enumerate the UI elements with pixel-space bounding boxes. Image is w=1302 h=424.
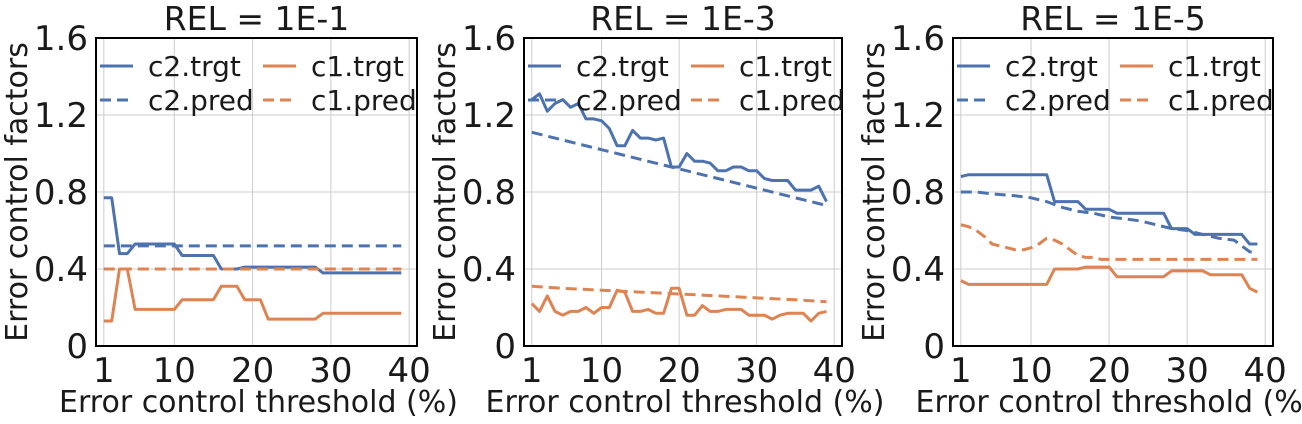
y-tick-label: 1.6 (891, 19, 945, 59)
y-tick-label: 0.4 (34, 250, 88, 290)
series-line-c2-pred (960, 190, 1258, 256)
legend-label: c2.trgt (576, 50, 669, 83)
y-axis-label: Error control factors (0, 42, 35, 342)
y-tick-label: 0.4 (891, 250, 945, 290)
y-tick-label: 0 (923, 327, 945, 367)
chart-title: REL = 1E-1 (164, 0, 350, 38)
series-line-c1-pred (531, 284, 827, 304)
series-line-c1-trgt (530, 286, 827, 323)
y-tick-label: 1.6 (34, 19, 88, 59)
series-line-c2-trgt (530, 92, 828, 203)
legend-label: c2.pred (1005, 84, 1111, 117)
chart-panel-2: 1 10 20 30 40 0 0.4 0.8 1.2 1.6 REL = 1E-3 Error co… (428, 0, 884, 420)
legend-label: c2.trgt (148, 50, 241, 83)
x-tick-label: 30 (1166, 351, 1209, 391)
legend-label: c2.trgt (1005, 50, 1098, 83)
x-tick-label: 30 (309, 351, 352, 391)
legend-label: c1.trgt (739, 50, 832, 83)
y-axis-label: Error control factors (857, 42, 892, 342)
legend-label: c1.pred (311, 84, 417, 117)
legend: c2.trgt c1.trgt c2.pred c1.pred (100, 50, 417, 117)
chart-panel-1: 1 10 20 30 40 0 0.4 0.8 1.2 1.6 REL = 1E-1 Error co… (0, 0, 458, 420)
series-line-c2-trgt (960, 173, 1258, 246)
y-tick-label: 0.4 (462, 250, 516, 290)
plot-frame (952, 37, 1274, 347)
plot-frame (95, 37, 418, 347)
chart-title: REL = 1E-5 (1020, 0, 1206, 38)
y-tick-label: 0.8 (34, 173, 88, 213)
y-tick-label: 0.8 (462, 173, 516, 213)
x-tick-label: 20 (657, 351, 700, 391)
y-tick-label: 1.2 (891, 96, 945, 136)
x-tick-label: 1 (521, 351, 543, 391)
x-axis-label: Error control threshold (%) (486, 385, 885, 420)
series-line-c2-pred (531, 130, 827, 207)
x-tick-label: 10 (1009, 351, 1052, 391)
legend-label: c1.trgt (1168, 50, 1261, 83)
x-tick-label: 20 (1087, 351, 1130, 391)
x-tick-label: 20 (231, 351, 274, 391)
x-axis-label: Error control threshold (%) (916, 385, 1302, 420)
plot-frame (523, 37, 843, 347)
x-tick-label: 10 (580, 351, 623, 391)
series-line-c2-trgt (103, 196, 402, 275)
y-tick-label: 1.6 (462, 19, 516, 59)
legend-label: c2.pred (576, 84, 682, 117)
legend-label: c1.trgt (311, 50, 404, 83)
chart-title: REL = 1E-3 (590, 0, 776, 38)
y-tick-label: 0 (494, 327, 516, 367)
y-axis-label: Error control factors (428, 42, 463, 342)
series-line-c1-trgt (103, 267, 402, 323)
y-tick-label: 0.8 (891, 173, 945, 213)
series-line-c1-trgt (960, 265, 1259, 294)
y-tick-label: 1.2 (462, 96, 516, 136)
x-axis-label: Error control threshold (%) (59, 385, 458, 420)
y-tick-label: 0 (66, 327, 88, 367)
x-tick-label: 40 (813, 351, 856, 391)
x-tick-label: 40 (388, 351, 431, 391)
x-tick-label: 40 (1244, 351, 1287, 391)
legend-label: c1.pred (739, 84, 845, 117)
legend: c2.trgt c1.trgt c2.pred c1.pred (957, 50, 1274, 117)
series-line-c1-pred (960, 223, 1258, 261)
legend-label: c1.pred (1168, 84, 1274, 117)
x-tick-label: 30 (735, 351, 778, 391)
chart-panel-3: 1 10 20 30 40 0 0.4 0.8 1.2 1.6 REL = 1E-5 Error co… (857, 0, 1302, 420)
x-tick-label: 10 (153, 351, 196, 391)
x-tick-label: 1 (950, 351, 972, 391)
legend-label: c2.pred (148, 84, 254, 117)
y-tick-label: 1.2 (34, 96, 88, 136)
legend: c2.trgt c1.trgt c2.pred c1.pred (528, 50, 845, 117)
x-tick-label: 1 (93, 351, 115, 391)
